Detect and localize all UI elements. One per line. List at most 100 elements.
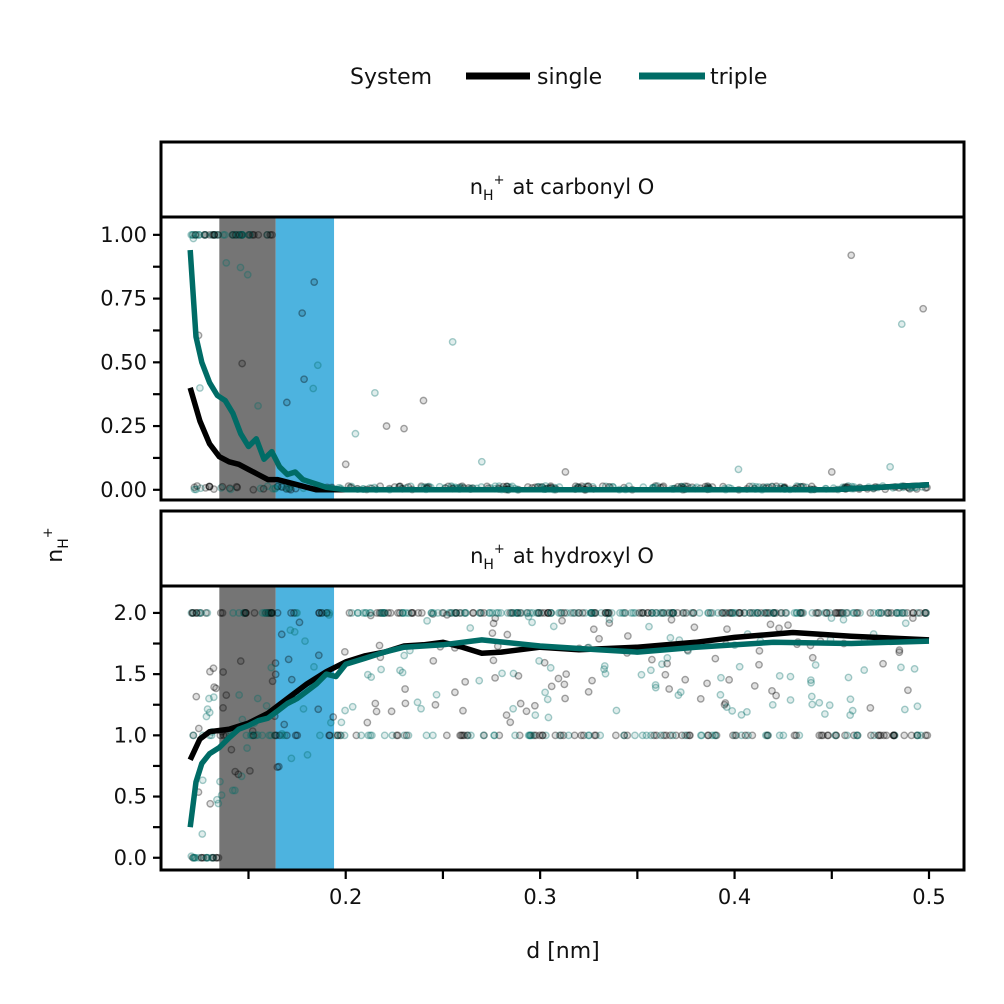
scatter-point	[786, 672, 795, 681]
scatter-point	[361, 609, 370, 617]
scatter-point	[231, 230, 240, 239]
scatter-point	[656, 609, 665, 617]
scatter-point	[359, 609, 368, 617]
series-lines	[187, 629, 930, 828]
scatter-point	[843, 609, 852, 617]
scatter-point	[557, 731, 565, 740]
scatter-point	[662, 731, 670, 740]
scatter-point	[808, 653, 817, 662]
scatter-point	[271, 731, 279, 740]
scatter-point	[188, 853, 197, 862]
scatter-point	[189, 234, 198, 243]
scatter-point	[775, 672, 784, 680]
scatter-point	[782, 609, 791, 617]
legend-label-triple: triple	[710, 65, 767, 90]
scatter-point	[459, 706, 467, 715]
scatter-point	[316, 731, 324, 740]
scatter-point	[721, 699, 730, 707]
scatter-point	[839, 615, 848, 624]
scatter-point	[557, 609, 566, 617]
scatter-point	[541, 688, 550, 697]
scatter-point	[414, 609, 423, 617]
scatter-point	[274, 762, 283, 771]
scatter-point	[913, 731, 922, 740]
scatter-point	[398, 609, 407, 617]
scatter-point	[237, 230, 246, 239]
scatter-point	[485, 609, 494, 617]
scatter-point	[795, 731, 804, 740]
scatter-point	[777, 609, 786, 617]
scatter-point	[234, 770, 243, 779]
scatter-point	[205, 708, 214, 717]
scatter-point	[325, 611, 333, 619]
scatter-point	[764, 609, 773, 617]
scatter-point	[210, 230, 219, 239]
scatter-point	[278, 731, 287, 740]
scatter-point	[708, 731, 717, 740]
scatter-point	[240, 609, 249, 617]
scatter-point	[605, 609, 613, 617]
scatter-point	[831, 609, 840, 617]
scatter-point	[704, 609, 713, 617]
series-lines	[187, 249, 930, 493]
scatter-point	[241, 609, 250, 617]
scatter-point	[203, 705, 212, 714]
scatter-point	[825, 609, 834, 617]
scatter-point	[490, 731, 499, 740]
scatter-point	[511, 731, 519, 740]
scatter-point	[732, 731, 741, 740]
scatter-point	[208, 853, 217, 862]
scatter-point	[417, 704, 425, 713]
scatter-point	[363, 718, 372, 727]
scatter-point	[408, 609, 416, 617]
scatter-point	[877, 609, 885, 617]
legend-title: System	[350, 65, 432, 90]
scatter-point	[853, 731, 862, 740]
scatter-point	[190, 853, 199, 862]
scatter-point	[892, 609, 901, 617]
scatter-point	[648, 655, 656, 664]
scatter-point	[908, 614, 917, 622]
scatter-point	[208, 230, 217, 239]
scatter-point	[200, 230, 209, 239]
scatter-point	[216, 609, 225, 617]
scatter-point	[333, 731, 342, 740]
scatter-point	[571, 609, 579, 617]
scatter-point	[341, 706, 349, 715]
scatter-point	[584, 731, 593, 740]
scatter-point	[336, 731, 345, 740]
scatter-point	[235, 609, 243, 617]
scatter-point	[909, 609, 917, 617]
scatter-point	[689, 609, 698, 617]
scatter-point	[547, 609, 556, 617]
scatter-point	[722, 703, 731, 711]
scatter-point	[340, 731, 349, 740]
scatter-point	[921, 609, 930, 617]
scatter-point	[191, 230, 200, 239]
scatter-point	[595, 634, 603, 643]
scatter-point	[524, 612, 533, 621]
scatter-point	[792, 731, 801, 740]
scatter-point	[635, 609, 644, 617]
scatter-point	[219, 230, 228, 239]
scatter-point	[198, 830, 207, 838]
scatter-point	[555, 731, 564, 740]
scatter-point	[353, 609, 362, 617]
scatter-point	[394, 609, 402, 617]
scatter-point	[218, 609, 227, 617]
scatter-point	[190, 485, 199, 494]
scatter-point	[460, 731, 469, 740]
scatter-point	[535, 731, 544, 740]
scatter-point	[760, 609, 769, 617]
scatter-point	[753, 609, 762, 617]
scatter-point	[575, 609, 584, 617]
scatter-point	[256, 484, 265, 493]
scatter-point	[711, 654, 720, 663]
scatter-point	[769, 609, 778, 617]
scatter-point	[790, 609, 799, 617]
scatter-point	[268, 484, 277, 493]
scatter-point	[227, 745, 236, 754]
scatter-point	[867, 731, 875, 740]
scatter-point	[262, 701, 271, 710]
scatter-point	[841, 731, 849, 740]
